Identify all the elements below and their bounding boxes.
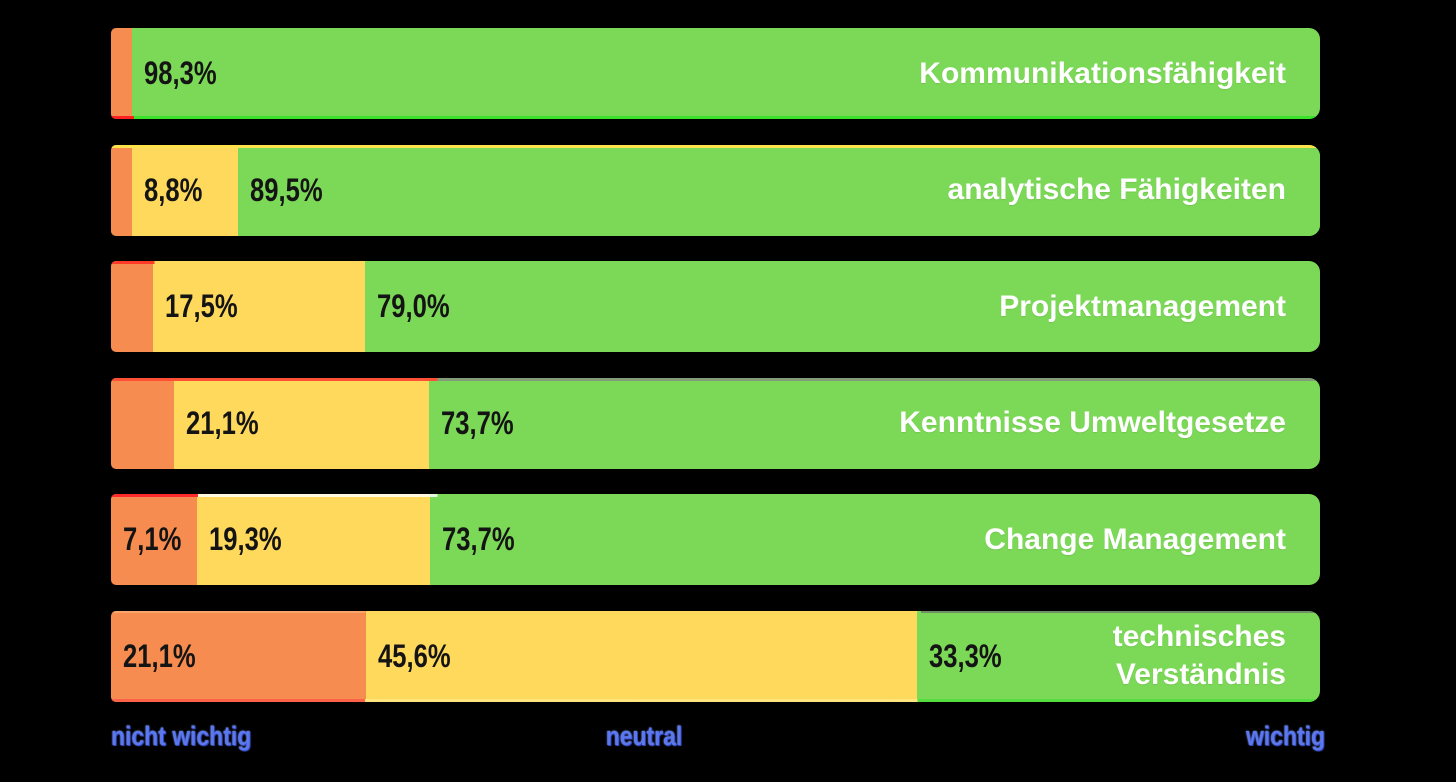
segment-nicht-wichtig (111, 377, 174, 469)
legend-wichtig: wichtig (1245, 721, 1325, 751)
stacked-bar-chart: 98,3% Kommunikationsfähigkeit 8,8% 89,5%… (111, 28, 1320, 728)
segment-nicht-wichtig (111, 144, 132, 236)
percent-label: 79,0% (376, 288, 450, 325)
percent-label: 45,6% (378, 637, 451, 674)
percent-label: 73,7% (440, 404, 514, 441)
segment-neutral: 17,5% (153, 261, 365, 353)
category-label: Kenntnisse Umweltgesetze (899, 406, 1286, 440)
percent-label: 33,3% (929, 637, 1002, 674)
percent-label: 89,5% (249, 171, 323, 208)
percent-label: 17,5% (165, 288, 238, 325)
category-label: Kommunikationsfähigkeit (919, 56, 1286, 90)
category-label: Projektmanagement (999, 289, 1286, 323)
percent-label: 21,1% (185, 404, 259, 441)
percent-label: 98,3% (143, 55, 217, 91)
percent-label: 8,8% (143, 171, 202, 208)
segment-neutral: 8,8% (131, 144, 238, 236)
legend: nicht wichtig neutral wichtig (111, 716, 1325, 760)
segment-wichtig: 73,7% (430, 494, 1320, 586)
segment-neutral: 21,1% (173, 377, 429, 469)
segment-wichtig: 73,7% (428, 377, 1320, 469)
bar-row-kenntnisse-umweltgesetze: 21,1% 73,7% Kenntnisse Umweltgesetze (111, 377, 1320, 469)
bar-row-technisches-verstaendnis: 21,1% 45,6% 33,3% technisches Verständni… (111, 610, 1320, 702)
bar-row-analytische-faehigkeiten: 8,8% 89,5% analytische Fähigkeiten (111, 144, 1320, 236)
segment-neutral: 45,6% (366, 610, 918, 702)
legend-neutral: neutral (605, 721, 683, 751)
segment-wichtig: 79,0% (364, 261, 1320, 353)
bar-row-kommunikationsfaehigkeit: 98,3% Kommunikationsfähigkeit (111, 28, 1320, 119)
percent-label: 7,1% (123, 521, 182, 558)
percent-label: 73,7% (442, 521, 515, 558)
category-label: technisches Verständnis (1112, 620, 1286, 692)
segment-nicht-wichtig: 7,1% (111, 494, 197, 586)
bar-row-change-management: 7,1% 19,3% 73,7% Change Management (111, 494, 1320, 586)
segment-wichtig: 98,3% (131, 28, 1320, 119)
segment-wichtig: 89,5% (237, 144, 1320, 236)
bar-row-projektmanagement: 17,5% 79,0% Projektmanagement (111, 261, 1320, 353)
segment-neutral: 19,3% (196, 494, 431, 586)
category-label: analytische Fähigkeiten (947, 173, 1286, 207)
segment-nicht-wichtig (111, 261, 154, 353)
category-label: Change Management (984, 522, 1286, 556)
legend-nicht-wichtig: nicht wichtig (111, 721, 252, 751)
segment-nicht-wichtig (111, 28, 132, 119)
percent-label: 19,3% (208, 521, 282, 558)
percent-label: 21,1% (123, 637, 196, 674)
segment-wichtig: 33,3% (917, 610, 1320, 702)
segment-nicht-wichtig: 21,1% (111, 610, 367, 702)
